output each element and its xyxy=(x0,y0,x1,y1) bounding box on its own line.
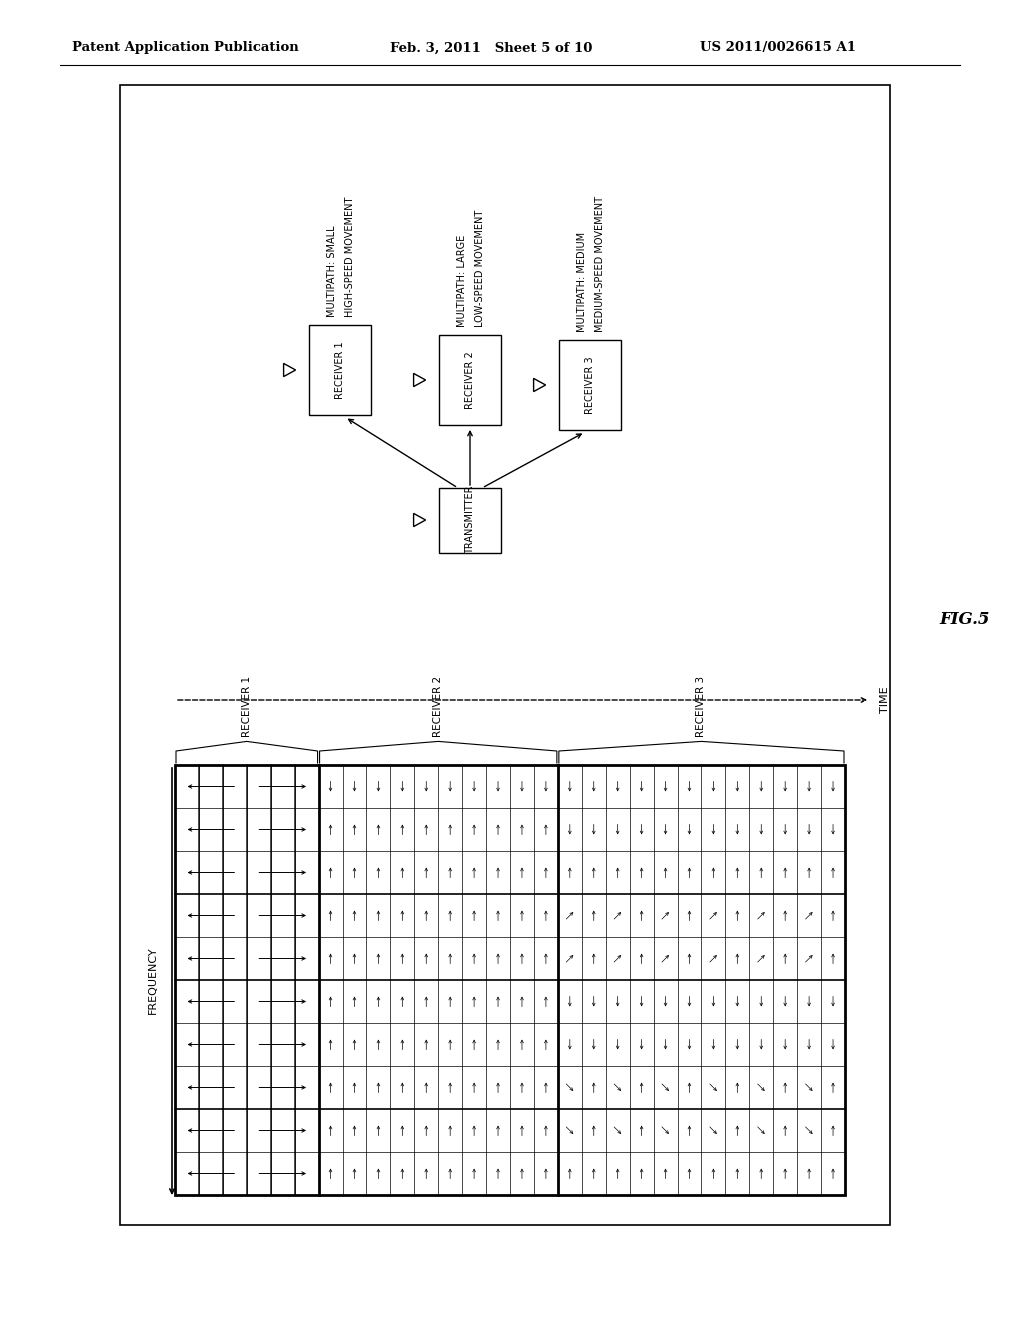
Text: Patent Application Publication: Patent Application Publication xyxy=(72,41,299,54)
Text: MULTIPATH: MEDIUM: MULTIPATH: MEDIUM xyxy=(577,232,587,333)
Bar xyxy=(439,487,501,553)
Bar xyxy=(559,341,621,430)
Bar xyxy=(439,335,501,425)
Text: RECEIVER 1: RECEIVER 1 xyxy=(242,676,252,737)
Text: RECEIVER 3: RECEIVER 3 xyxy=(585,356,595,413)
Text: RECEIVER 1: RECEIVER 1 xyxy=(335,341,345,399)
Text: RECEIVER 2: RECEIVER 2 xyxy=(465,351,475,409)
Text: TRANSMITTER: TRANSMITTER xyxy=(465,486,475,554)
Text: HIGH-SPEED MOVEMENT: HIGH-SPEED MOVEMENT xyxy=(345,197,355,317)
Bar xyxy=(120,84,890,1225)
Text: FIG.5: FIG.5 xyxy=(940,611,990,628)
Text: FREQUENCY: FREQUENCY xyxy=(148,946,158,1014)
Text: MEDIUM-SPEED MOVEMENT: MEDIUM-SPEED MOVEMENT xyxy=(595,195,605,333)
Text: MULTIPATH: LARGE: MULTIPATH: LARGE xyxy=(457,235,467,327)
Text: MULTIPATH: SMALL: MULTIPATH: SMALL xyxy=(327,226,337,317)
Text: Feb. 3, 2011   Sheet 5 of 10: Feb. 3, 2011 Sheet 5 of 10 xyxy=(390,41,592,54)
Text: TIME: TIME xyxy=(880,686,890,713)
Text: RECEIVER 3: RECEIVER 3 xyxy=(696,676,707,737)
Bar xyxy=(309,325,371,414)
Text: LOW-SPEED MOVEMENT: LOW-SPEED MOVEMENT xyxy=(475,210,485,327)
Text: US 2011/0026615 A1: US 2011/0026615 A1 xyxy=(700,41,856,54)
Bar xyxy=(175,766,845,1195)
Text: RECEIVER 2: RECEIVER 2 xyxy=(433,676,443,737)
